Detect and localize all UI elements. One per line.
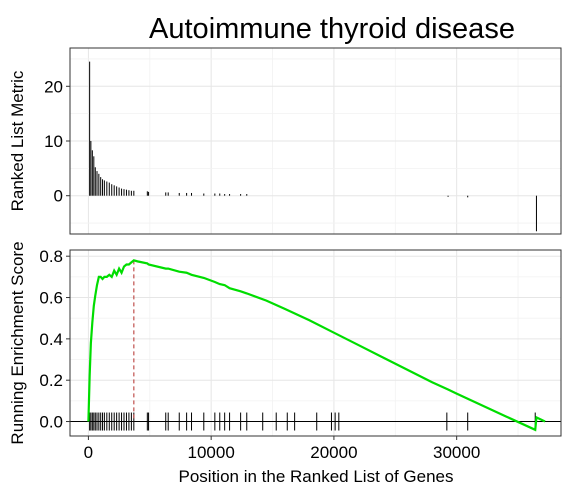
ranked-list-metric-panel: 0 10 20 bbox=[44, 47, 562, 235]
ranked-list-metric-panel-border bbox=[69, 47, 562, 235]
ranked-list-metric-y-ticks: 0 10 20 bbox=[44, 77, 70, 206]
bottom-y-axis-label: Running Enrichment Score bbox=[8, 241, 27, 444]
enrichment-score-y-ticks: 0.0 0.2 0.4 0.6 0.8 bbox=[39, 247, 70, 432]
x-tick-label: 20000 bbox=[310, 443, 357, 462]
bottom-y-tick-label: 0.6 bbox=[39, 289, 63, 308]
chart-title: Autoimmune thyroid disease bbox=[149, 13, 515, 45]
x-tick-label: 30000 bbox=[433, 443, 480, 462]
top-y-axis-label: Ranked List Metric bbox=[8, 70, 27, 211]
bottom-y-tick-label: 0.0 bbox=[39, 413, 63, 432]
ranked-list-metric-grid bbox=[70, 48, 561, 234]
running-enrichment-score-line bbox=[87, 259, 546, 432]
top-y-tick-label: 0 bbox=[54, 187, 63, 206]
x-axis-label: Position in the Ranked List of Genes bbox=[179, 467, 454, 486]
x-axis-ticks: 0 10000 20000 30000 bbox=[84, 436, 480, 462]
x-tick-label: 10000 bbox=[188, 443, 235, 462]
ranked-list-metric-bars bbox=[89, 61, 537, 232]
top-y-tick-label: 10 bbox=[44, 132, 63, 151]
top-y-tick-label: 20 bbox=[44, 77, 63, 96]
bottom-y-tick-label: 0.8 bbox=[39, 247, 63, 266]
x-tick-label: 0 bbox=[84, 443, 93, 462]
bottom-y-tick-label: 0.2 bbox=[39, 371, 63, 390]
enrichment-score-panel: 0.0 0.2 0.4 0.6 0.8 0 10000 20000 30000 bbox=[39, 247, 562, 462]
enrichment-score-panel-border bbox=[69, 249, 562, 437]
bottom-y-tick-label: 0.4 bbox=[39, 330, 63, 349]
